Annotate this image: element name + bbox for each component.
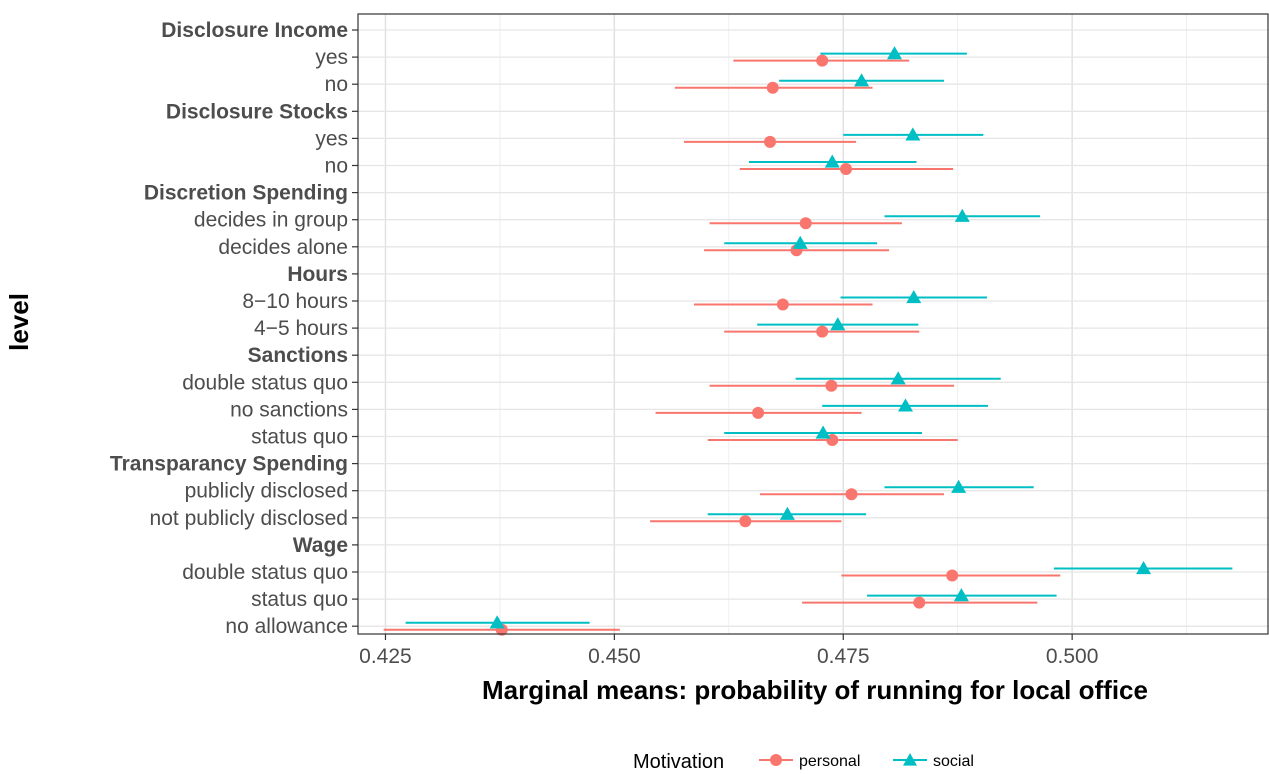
personal-point xyxy=(752,406,765,419)
x-axis: 0.425 0.450 0.475 0.500 xyxy=(359,634,1098,668)
personal-point xyxy=(739,515,752,528)
y-axis: Disclosure Income yes no Disclosure Stocks y… xyxy=(110,19,358,638)
y-group-header: Disclosure Stocks xyxy=(166,100,348,123)
y-tick-label: no allowance xyxy=(225,615,348,638)
legend-key-point xyxy=(770,754,782,766)
social-point xyxy=(854,73,870,87)
social-point xyxy=(824,154,840,168)
social-point xyxy=(898,398,914,412)
personal-point xyxy=(764,135,777,148)
legend-title: Motivation xyxy=(633,751,724,773)
y-tick-label: decides alone xyxy=(218,236,348,259)
social-point xyxy=(815,425,831,439)
y-group-header: Transparancy Spending xyxy=(110,453,348,476)
y-group-header: Hours xyxy=(287,263,348,286)
x-axis-title: Marginal means: probability of running f… xyxy=(482,675,1148,705)
y-tick-label: not publicly disclosed xyxy=(150,507,348,530)
personal-point xyxy=(840,163,853,175)
y-tick-label: no sanctions xyxy=(230,398,348,421)
y-tick-label: 8−10 hours xyxy=(242,290,348,313)
y-tick-label: status quo xyxy=(251,588,348,611)
y-group-header: Discretion Spending xyxy=(144,182,348,205)
legend-key-point xyxy=(903,753,917,766)
social-point xyxy=(779,506,795,520)
x-tick-label: 0.475 xyxy=(817,645,870,668)
y-tick-label: double status quo xyxy=(182,371,348,394)
personal-point xyxy=(913,596,926,609)
social-point xyxy=(905,127,921,141)
y-group-header: Wage xyxy=(293,534,348,557)
social-point xyxy=(906,290,922,304)
social-point xyxy=(830,317,846,331)
social-point xyxy=(953,588,969,602)
x-tick-label: 0.450 xyxy=(588,645,641,668)
personal-point xyxy=(766,81,779,94)
y-tick-label: status quo xyxy=(251,426,348,449)
y-tick-label: double status quo xyxy=(182,561,348,584)
y-group-header: Sanctions xyxy=(248,344,348,367)
grid-layer xyxy=(358,14,1269,634)
series-layer xyxy=(383,46,1233,636)
y-tick-label: no xyxy=(325,73,348,96)
social-point xyxy=(887,46,903,60)
y-tick-label: no xyxy=(325,155,348,178)
legend-label: personal xyxy=(799,753,860,770)
social-point xyxy=(951,479,967,493)
social-point xyxy=(489,615,505,629)
personal-point xyxy=(825,379,838,392)
y-tick-label: decides in group xyxy=(194,209,348,232)
y-tick-label: publicly disclosed xyxy=(185,480,348,503)
personal-point xyxy=(845,488,858,501)
social-point xyxy=(1136,561,1152,575)
panel-border xyxy=(357,13,1269,635)
personal-point xyxy=(776,298,789,311)
y-axis-title: level xyxy=(4,293,34,351)
y-tick-label: 4−5 hours xyxy=(254,317,348,340)
legend: Motivation personal social xyxy=(633,751,974,773)
personal-point xyxy=(799,217,812,230)
x-tick-label: 0.500 xyxy=(1046,645,1099,668)
personal-point xyxy=(816,325,829,338)
personal-point xyxy=(816,54,829,67)
x-tick-label: 0.425 xyxy=(359,645,412,668)
social-point xyxy=(954,208,970,222)
social-point xyxy=(792,235,808,249)
personal-point xyxy=(946,569,959,582)
y-tick-label: yes xyxy=(315,46,348,69)
social-point xyxy=(890,371,906,385)
y-group-header: Disclosure Income xyxy=(161,19,348,42)
y-tick-label: yes xyxy=(315,127,348,150)
legend-label: social xyxy=(933,753,974,770)
